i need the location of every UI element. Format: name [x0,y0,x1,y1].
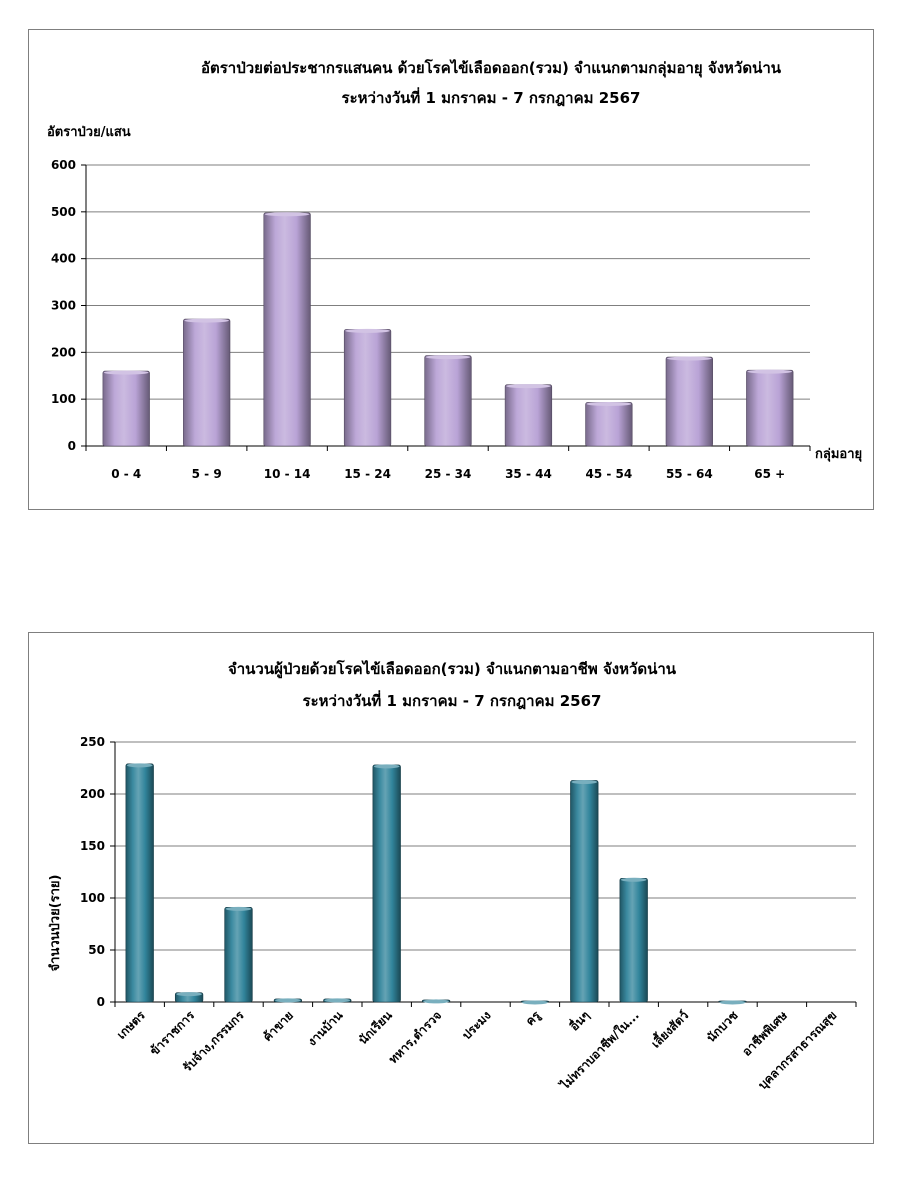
occupation-count-chart-panel: จำนวนผู้ป่วยด้วยโรคไข้เลือดออก(รวม) จำแน… [28,632,874,1144]
x-tick-label: ทหาร,ตำรวจ [386,1008,444,1066]
bar-top-highlight [620,877,647,882]
x-tick-label: ครู [523,1008,544,1029]
x-tick-label: ประมง [459,1008,493,1042]
bar [263,212,311,447]
y-tick-label: 100 [51,392,76,406]
bar-top-highlight [571,779,598,784]
bar-top-highlight [719,1000,746,1005]
x-tick-label: 65 + [754,467,785,481]
bar [619,877,648,1003]
x-tick-label: ค้าขาย [260,1008,296,1044]
y-axis-label: อัตราป่วย/แสน [47,125,131,140]
bar-top-highlight [506,384,551,389]
x-tick-label: 15 - 24 [344,467,391,481]
x-tick-label: 35 - 44 [505,467,552,481]
y-tick-label: 100 [80,891,105,905]
chart-title: อัตราป่วยต่อประชากรแสนคน ด้วยโรคไข้เลือด… [201,58,782,78]
chart-title: จำนวนผู้ป่วยด้วยโรคไข้เลือดออก(รวม) จำแน… [228,659,677,679]
bar [183,318,231,447]
y-tick-label: 150 [80,839,105,853]
y-axis-label: จำนวนป่วย(ราย) [47,875,63,972]
x-tick-label: 45 - 54 [586,467,633,481]
x-axis-label: กลุ่มอายุ [815,447,862,462]
bar [570,780,599,1003]
x-tick-label: เลี้ยงสัตว์ [647,1006,692,1051]
y-tick-label: 200 [51,345,76,359]
bar [746,369,794,447]
bar [424,355,472,447]
y-tick-label: 250 [80,735,105,749]
x-tick-label: ข้าราชการ [147,1008,197,1058]
chart-subtitle: ระหว่างวันที่ 1 มกราคม - 7 กรกฎาคม 2567 [303,690,602,710]
y-tick-label: 600 [51,158,76,172]
y-tick-label: 300 [51,299,76,313]
x-tick-label: 0 - 4 [111,467,141,481]
bar-top-highlight [425,355,471,360]
y-tick-label: 500 [51,205,76,219]
bar-top-highlight [324,998,351,1003]
x-tick-label: อาชีพพิเศษ [739,1008,790,1059]
bar [125,763,154,1003]
bar-top-highlight [126,763,153,768]
x-tick-label: นักเรียน [356,1008,396,1048]
x-tick-label: เกษตร [114,1008,148,1042]
bar-top-highlight [176,992,202,997]
bar-top-highlight [423,999,449,1004]
bar-top-highlight [275,998,301,1003]
x-tick-label: อื่นๆ [566,1007,593,1034]
bar [224,907,253,1003]
age-rate-chart-panel: อัตราป่วยต่อประชากรแสนคน ด้วยโรคไข้เลือด… [28,29,874,510]
x-tick-label: นักบวช [704,1008,741,1045]
x-tick-label: ไม่ทราบอาชีพ/ใน... [556,1008,642,1094]
bar-top-highlight [345,328,390,333]
bar-top-highlight [225,906,252,911]
y-tick-label: 200 [80,787,105,801]
y-tick-label: 400 [51,252,76,266]
y-tick-label: 50 [88,943,105,957]
y-tick-label: 0 [97,995,105,1009]
bar-top-highlight [373,764,400,769]
x-tick-label: 55 - 64 [666,467,713,481]
bar [665,356,713,447]
bar-top-highlight [747,369,793,374]
x-tick-label: งานบ้าน [305,1008,346,1049]
bar-top-highlight [184,318,229,323]
bar [102,370,150,447]
bar-top-highlight [522,1000,548,1005]
bar [504,384,553,447]
bar [585,402,633,447]
bar-top-highlight [586,401,632,406]
occupation-count-chart: จำนวนผู้ป่วยด้วยโรคไข้เลือดออก(รวม) จำแน… [47,659,857,1094]
chart-subtitle: ระหว่างวันที่ 1 มกราคม - 7 กรกฎาคม 2567 [342,87,641,107]
y-tick-label: 0 [68,439,76,453]
age-rate-chart: อัตราป่วยต่อประชากรแสนคน ด้วยโรคไข้เลือด… [47,58,862,481]
x-tick-label: 25 - 34 [425,467,472,481]
bar-top-highlight [264,212,310,217]
x-tick-label: 10 - 14 [264,467,311,481]
bar-top-highlight [103,370,149,375]
bar-top-highlight [667,356,712,361]
bar [372,764,401,1003]
x-tick-label: 5 - 9 [192,467,222,481]
bar [343,329,392,447]
